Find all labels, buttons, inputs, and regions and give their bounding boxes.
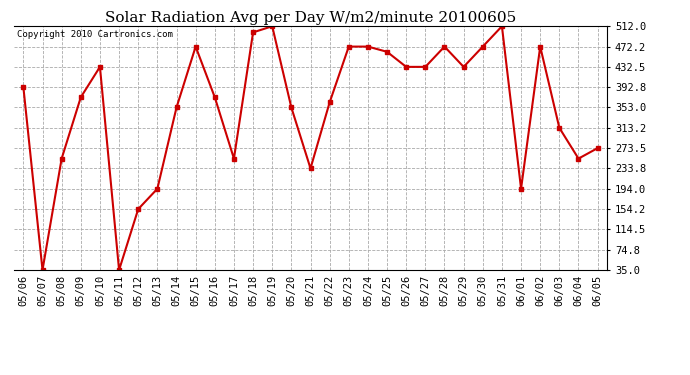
Title: Solar Radiation Avg per Day W/m2/minute 20100605: Solar Radiation Avg per Day W/m2/minute … xyxy=(105,11,516,25)
Text: Copyright 2010 Cartronics.com: Copyright 2010 Cartronics.com xyxy=(17,30,172,39)
